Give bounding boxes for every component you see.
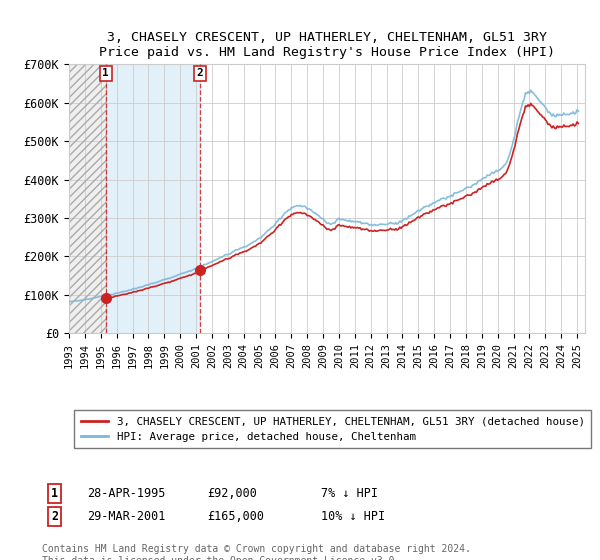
Text: 1: 1 xyxy=(51,487,58,501)
Bar xyxy=(69,64,106,333)
Text: £165,000: £165,000 xyxy=(207,510,264,523)
Text: 28-APR-1995: 28-APR-1995 xyxy=(87,487,166,501)
Text: 2: 2 xyxy=(196,68,203,78)
Title: 3, CHASELY CRESCENT, UP HATHERLEY, CHELTENHAM, GL51 3RY
Price paid vs. HM Land R: 3, CHASELY CRESCENT, UP HATHERLEY, CHELT… xyxy=(99,31,555,59)
Bar xyxy=(106,64,200,333)
Bar xyxy=(69,64,106,333)
Text: 1: 1 xyxy=(103,68,109,78)
Text: 29-MAR-2001: 29-MAR-2001 xyxy=(87,510,166,523)
Text: 2: 2 xyxy=(51,510,58,523)
Text: Contains HM Land Registry data © Crown copyright and database right 2024.
This d: Contains HM Land Registry data © Crown c… xyxy=(42,544,471,560)
Text: 10% ↓ HPI: 10% ↓ HPI xyxy=(321,510,385,523)
Legend: 3, CHASELY CRESCENT, UP HATHERLEY, CHELTENHAM, GL51 3RY (detached house), HPI: A: 3, CHASELY CRESCENT, UP HATHERLEY, CHELT… xyxy=(74,410,591,448)
Text: 7% ↓ HPI: 7% ↓ HPI xyxy=(321,487,378,501)
Text: £92,000: £92,000 xyxy=(207,487,257,501)
